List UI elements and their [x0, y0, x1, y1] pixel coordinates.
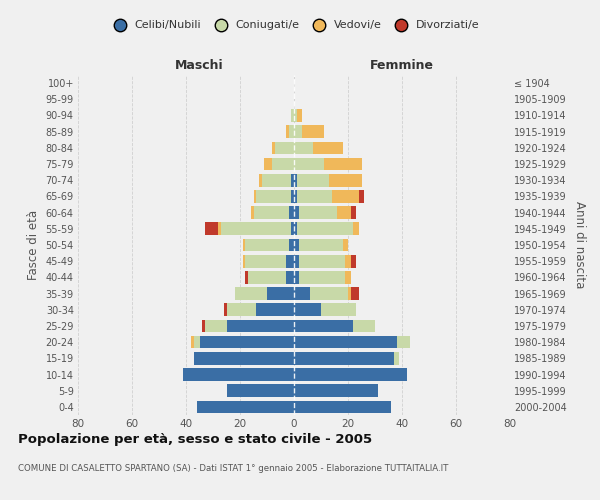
Bar — [397, 336, 410, 348]
Bar — [321, 304, 356, 316]
Bar — [292, 222, 294, 235]
Bar — [205, 320, 227, 332]
Bar — [299, 271, 346, 283]
Bar — [286, 126, 289, 138]
Bar — [227, 320, 294, 332]
Bar — [353, 222, 359, 235]
Bar — [205, 222, 218, 235]
Y-axis label: Fasce di età: Fasce di età — [27, 210, 40, 280]
Bar — [245, 255, 286, 268]
Bar — [251, 206, 254, 219]
Bar — [286, 271, 294, 283]
Text: Maschi: Maschi — [175, 59, 224, 72]
Bar — [294, 288, 310, 300]
Bar — [296, 174, 329, 186]
Bar — [191, 336, 194, 348]
Bar — [294, 158, 324, 170]
Bar — [353, 320, 375, 332]
Bar — [346, 255, 350, 268]
Bar — [313, 142, 343, 154]
Bar — [194, 352, 294, 364]
Bar — [254, 190, 256, 202]
Bar — [227, 384, 294, 397]
Bar — [183, 368, 294, 381]
Bar — [199, 336, 294, 348]
Bar — [359, 190, 364, 202]
Bar — [242, 238, 245, 252]
Bar — [296, 109, 302, 122]
Text: COMUNE DI CASALETTO SPARTANO (SA) - Dati ISTAT 1° gennaio 2005 - Elaborazione TU: COMUNE DI CASALETTO SPARTANO (SA) - Dati… — [18, 464, 448, 473]
Bar — [254, 206, 289, 219]
Bar — [294, 190, 296, 202]
Bar — [299, 206, 337, 219]
Bar — [292, 109, 294, 122]
Bar — [294, 126, 302, 138]
Bar — [267, 288, 294, 300]
Bar — [346, 271, 350, 283]
Bar — [299, 238, 343, 252]
Bar — [332, 190, 359, 202]
Bar — [337, 206, 350, 219]
Bar — [294, 271, 299, 283]
Bar — [245, 238, 289, 252]
Bar — [294, 352, 394, 364]
Bar — [197, 400, 294, 413]
Bar — [292, 174, 294, 186]
Bar — [245, 271, 248, 283]
Bar — [259, 174, 262, 186]
Bar — [350, 255, 356, 268]
Bar — [294, 304, 321, 316]
Bar — [294, 109, 296, 122]
Bar — [350, 206, 356, 219]
Bar — [248, 271, 286, 283]
Text: Popolazione per età, sesso e stato civile - 2005: Popolazione per età, sesso e stato civil… — [18, 432, 372, 446]
Bar — [286, 255, 294, 268]
Bar — [294, 174, 296, 186]
Bar — [310, 288, 348, 300]
Bar — [256, 304, 294, 316]
Bar — [224, 304, 227, 316]
Bar — [289, 126, 294, 138]
Bar — [394, 352, 400, 364]
Bar — [242, 255, 245, 268]
Bar — [294, 255, 299, 268]
Bar — [256, 190, 292, 202]
Bar — [299, 255, 346, 268]
Bar — [294, 142, 313, 154]
Bar — [289, 238, 294, 252]
Bar — [294, 206, 299, 219]
Bar — [329, 174, 361, 186]
Bar — [221, 222, 292, 235]
Bar — [227, 304, 256, 316]
Bar — [218, 222, 221, 235]
Bar — [194, 336, 199, 348]
Bar — [324, 158, 361, 170]
Bar — [302, 126, 324, 138]
Bar — [272, 142, 275, 154]
Bar — [289, 206, 294, 219]
Bar — [294, 400, 391, 413]
Bar — [294, 368, 407, 381]
Bar — [202, 320, 205, 332]
Y-axis label: Anni di nascita: Anni di nascita — [572, 202, 586, 288]
Text: Femmine: Femmine — [370, 59, 434, 72]
Bar — [296, 222, 353, 235]
Bar — [264, 158, 272, 170]
Bar — [296, 190, 332, 202]
Legend: Celibi/Nubili, Coniugati/e, Vedovi/e, Divorziati/e: Celibi/Nubili, Coniugati/e, Vedovi/e, Di… — [104, 16, 484, 35]
Bar — [262, 174, 292, 186]
Bar — [294, 320, 353, 332]
Bar — [350, 288, 359, 300]
Bar — [275, 142, 294, 154]
Bar — [348, 288, 350, 300]
Bar — [235, 288, 267, 300]
Bar — [292, 190, 294, 202]
Bar — [294, 238, 299, 252]
Bar — [343, 238, 348, 252]
Bar — [294, 336, 397, 348]
Bar — [272, 158, 294, 170]
Bar — [294, 384, 378, 397]
Bar — [294, 222, 296, 235]
